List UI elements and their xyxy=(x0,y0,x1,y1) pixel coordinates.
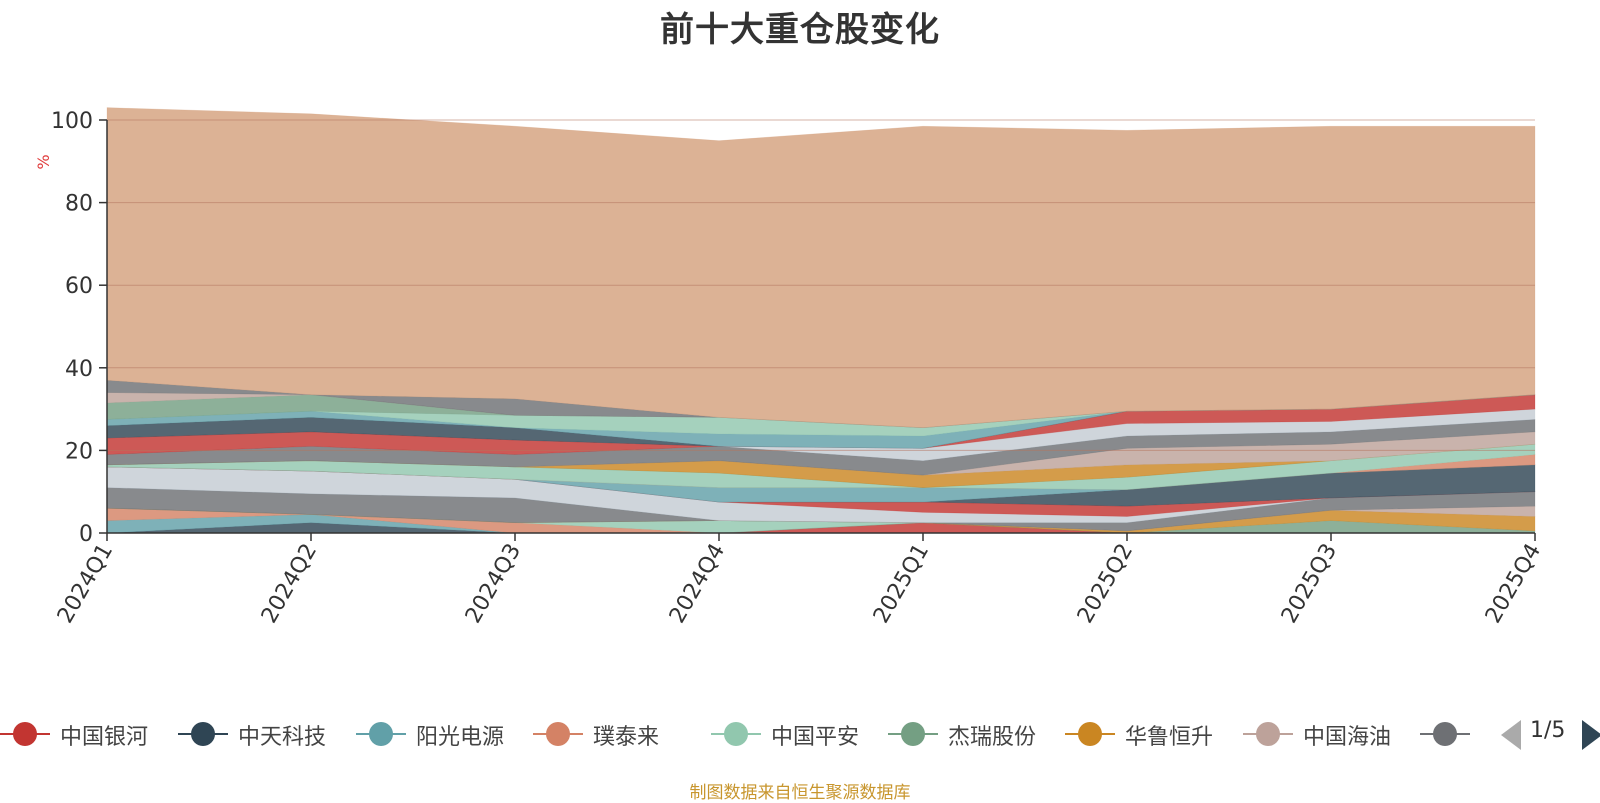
area-series-19[interactable] xyxy=(106,419,1536,476)
data-source-note: 制图数据来自恒生聚源数据库 xyxy=(689,783,911,803)
x-tick-label: 2025Q4 xyxy=(1481,540,1546,628)
y-tick-label: 0 xyxy=(79,522,93,547)
legend-item[interactable]: 璞泰来 xyxy=(533,716,708,752)
legend-circle-icon xyxy=(901,722,925,746)
grid-lines xyxy=(107,119,1535,451)
area-series-7[interactable] xyxy=(106,505,1536,532)
legend-label: 中国海油 xyxy=(1303,725,1392,750)
y-tick-label: 60 xyxy=(65,274,93,299)
area-series-12[interactable] xyxy=(106,464,1536,507)
legend-label: 中国平安 xyxy=(771,725,860,750)
legend-item[interactable]: 中天科技 xyxy=(178,716,353,752)
x-tick-label: 2025Q3 xyxy=(1277,540,1342,628)
legend-item[interactable]: 阳光电源 xyxy=(356,716,531,752)
legend-circle-icon xyxy=(724,722,748,746)
x-tick-label: 2024Q2 xyxy=(257,540,322,628)
legend-label: 中国银河 xyxy=(60,725,149,750)
area-series-5[interactable] xyxy=(106,507,1536,534)
legend-circle-icon xyxy=(369,722,393,746)
legend-label: 阳光电源 xyxy=(416,725,505,750)
legend-circle-icon xyxy=(1433,722,1457,746)
legend-circle-icon xyxy=(1256,722,1280,746)
chart-legend: 中国银河 中天科技 阳光电源 璞泰来 中国平安 杰瑞股份 华鲁恒升 中国海油 宁德时代 xyxy=(0,716,1476,752)
legend-next-page-icon[interactable] xyxy=(1582,720,1600,750)
legend-page-indicator: 1/5 xyxy=(1530,718,1566,743)
x-tick-label: 2025Q1 xyxy=(869,540,934,628)
y-tick-label: 40 xyxy=(65,357,93,382)
area-series-6[interactable] xyxy=(106,507,1536,534)
y-tick-label: 20 xyxy=(65,439,93,464)
y-axis-label: % xyxy=(34,154,53,169)
x-tick-label: 2024Q4 xyxy=(665,540,730,628)
legend-pager: 1/5 xyxy=(1500,716,1600,752)
x-tick-label: 2025Q2 xyxy=(1073,540,1138,628)
x-tick-label: 2024Q1 xyxy=(53,540,118,628)
legend-item[interactable]: 宁德时代 xyxy=(1420,716,1476,752)
legend-prev-page-icon[interactable] xyxy=(1501,720,1521,750)
legend-label: 华鲁恒升 xyxy=(1125,725,1214,750)
area-series-8[interactable] xyxy=(106,487,1536,532)
legend-item[interactable]: 华鲁恒升 xyxy=(1065,716,1240,752)
legend-item[interactable]: 中国平安 xyxy=(711,716,886,752)
chart-title: 前十大重仓股变化 xyxy=(660,10,940,50)
legend-circle-icon xyxy=(191,722,215,746)
legend-item[interactable]: 中国银河 xyxy=(0,716,175,752)
legend-label: 杰瑞股份 xyxy=(948,725,1037,750)
area-series-4[interactable] xyxy=(106,507,1535,534)
legend-label: 中天科技 xyxy=(238,725,327,750)
legend-label: 璞泰来 xyxy=(593,725,660,750)
y-tick-label: 80 xyxy=(65,192,93,217)
legend-item[interactable]: 中国海油 xyxy=(1243,716,1418,752)
legend-circle-icon xyxy=(1078,722,1102,746)
legend-circle-icon xyxy=(546,722,570,746)
legend-circle-icon xyxy=(13,722,37,746)
area-series-group xyxy=(106,107,1536,534)
area-series-29[interactable] xyxy=(106,107,1536,428)
x-tick-label: 2024Q3 xyxy=(461,540,526,628)
y-tick-label: 100 xyxy=(51,109,93,134)
legend-item[interactable]: 杰瑞股份 xyxy=(888,716,1063,752)
